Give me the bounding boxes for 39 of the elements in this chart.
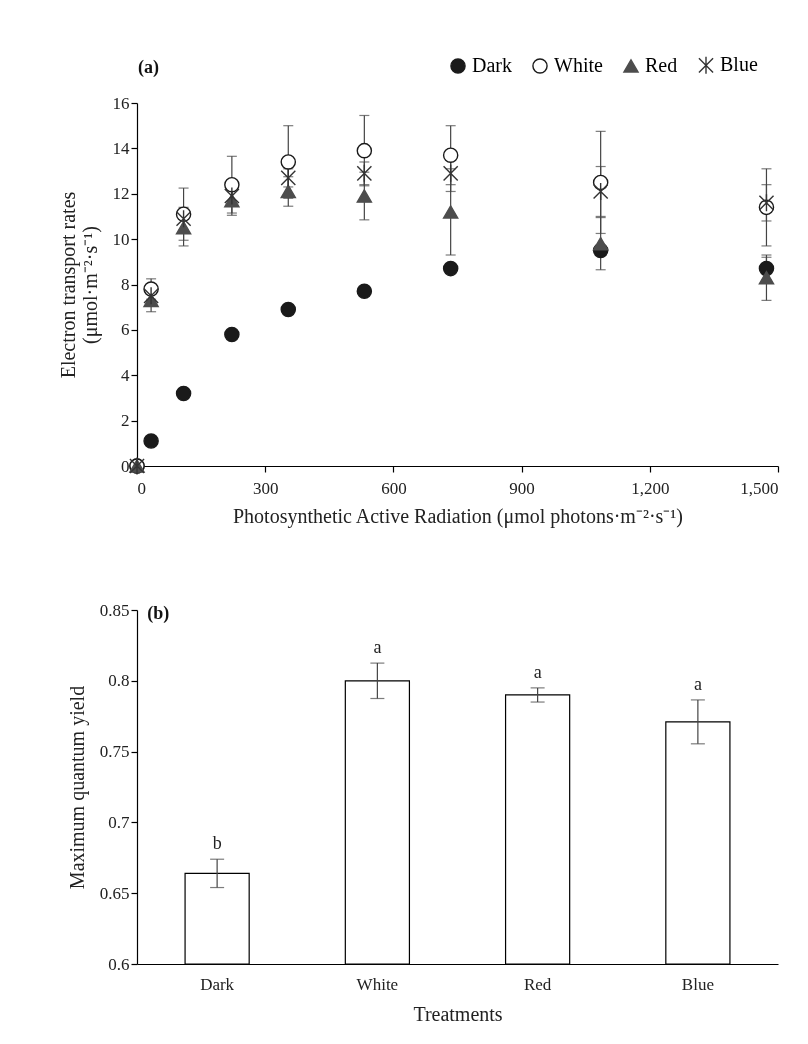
chart-title: (b) (147, 603, 170, 624)
legend-label: Red (645, 54, 678, 76)
y-tick-label: 2 (121, 411, 130, 431)
y-tick-label: 0.65 (99, 883, 130, 903)
x-tick-label: 0 (137, 478, 146, 498)
y-tick-label: 10 (112, 229, 130, 249)
y-tick-label: 12 (112, 184, 130, 204)
chart-title: (a) (138, 57, 159, 78)
y-axis-title: Maximum quantum yield (65, 685, 89, 890)
x-tick-label: Red (523, 974, 552, 994)
x-tick-label: 600 (381, 478, 407, 498)
y-tick-label: 14 (112, 138, 130, 158)
y-tick-label: 0.7 (108, 812, 130, 832)
x-tick-label: 900 (509, 478, 535, 498)
annotation: a (533, 661, 542, 682)
x-tick-label: 300 (252, 478, 279, 498)
y-tick-label: 4 (121, 365, 130, 385)
legend-label: Dark (472, 54, 512, 76)
y-tick-label: 0.6 (108, 954, 130, 974)
y-tick-label: 0.8 (108, 671, 130, 691)
annotation: a (693, 673, 702, 694)
x-tick-label: Blue (681, 974, 714, 994)
y-tick-label: 0.85 (99, 600, 130, 620)
x-axis-title: Photosynthetic Active Radiation (μmol photons·m⁻²·s⁻¹) (232, 504, 684, 528)
x-tick-label: 1,500 (740, 478, 779, 498)
y-tick-label: 6 (121, 320, 130, 340)
annotation: a (373, 637, 382, 658)
y-axis-title: Electron transport rates (μmol·m⁻²·s⁻¹) (56, 191, 102, 379)
annotation: b (212, 833, 222, 854)
legend-label: White (554, 54, 603, 76)
x-tick-label: White (356, 974, 399, 994)
x-axis-title: Treatments (413, 1002, 503, 1025)
legend-label: Blue (720, 53, 758, 76)
y-tick-label: 0 (121, 456, 130, 476)
y-tick-label: 0.75 (99, 742, 130, 762)
x-tick-label: 1,200 (631, 478, 670, 498)
y-tick-label: 8 (121, 275, 130, 294)
x-tick-label: Dark (200, 974, 235, 994)
y-tick-label: 16 (112, 93, 130, 113)
